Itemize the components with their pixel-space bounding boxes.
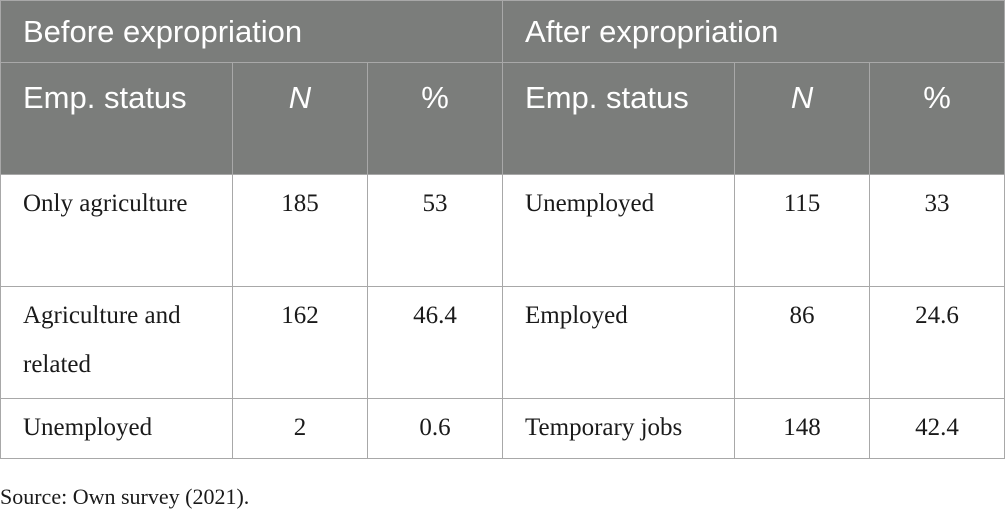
before-n-cell: 2 bbox=[232, 398, 368, 459]
after-pct-header: % bbox=[869, 62, 1005, 175]
before-status-cell: Only agriculture bbox=[0, 174, 233, 287]
after-pct-cell: 24.6 bbox=[869, 286, 1005, 399]
before-pct-cell: 53 bbox=[366, 174, 504, 287]
employment-status-table: Before expropriation After expropriation… bbox=[0, 0, 1005, 459]
after-expropriation-header: After expropriation bbox=[502, 0, 1005, 63]
source-note: Source: Own survey (2021). bbox=[0, 484, 250, 509]
column-header-row: Emp. status N % Emp. status N % bbox=[0, 62, 1005, 175]
after-pct-cell: 33 bbox=[869, 174, 1005, 287]
before-n-cell: 185 bbox=[232, 174, 368, 287]
before-n-header: N bbox=[232, 62, 368, 175]
before-pct-cell: 46.4 bbox=[366, 286, 504, 399]
after-n-cell: 115 bbox=[734, 174, 871, 287]
after-n-cell: 148 bbox=[734, 398, 871, 459]
before-status-cell: Agriculture and related bbox=[0, 286, 233, 399]
after-status-cell: Unemployed bbox=[502, 174, 736, 287]
before-status-header: Emp. status bbox=[0, 62, 233, 175]
after-n-cell: 86 bbox=[734, 286, 871, 399]
employment-table-container: Before expropriation After expropriation… bbox=[0, 0, 1005, 459]
before-pct-header: % bbox=[366, 62, 504, 175]
after-n-header: N bbox=[734, 62, 871, 175]
group-header-row: Before expropriation After expropriation bbox=[0, 0, 1005, 63]
before-pct-cell: 0.6 bbox=[366, 398, 504, 459]
before-status-cell: Unemployed bbox=[0, 398, 233, 459]
before-n-cell: 162 bbox=[232, 286, 368, 399]
table-row: Only agriculture 185 53 Unemployed 115 3… bbox=[0, 174, 1005, 287]
after-pct-cell: 42.4 bbox=[869, 398, 1005, 459]
table-row: Agriculture and related 162 46.4 Employe… bbox=[0, 286, 1005, 399]
after-status-header: Emp. status bbox=[502, 62, 736, 175]
after-status-cell: Temporary jobs bbox=[502, 398, 736, 459]
after-status-cell: Employed bbox=[502, 286, 736, 399]
table-row: Unemployed 2 0.6 Temporary jobs 148 42.4 bbox=[0, 398, 1005, 459]
before-expropriation-header: Before expropriation bbox=[0, 0, 504, 63]
